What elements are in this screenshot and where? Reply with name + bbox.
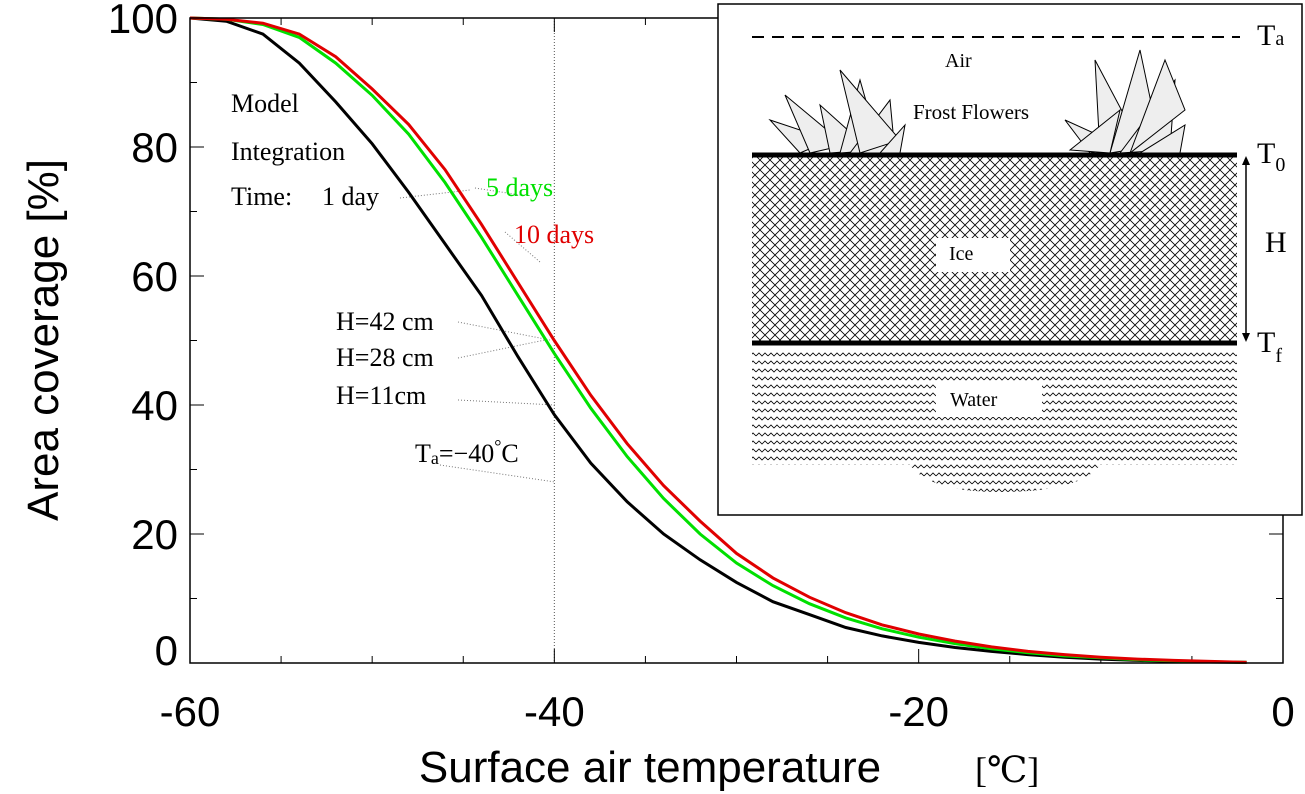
leader-line [439,464,556,483]
y-tick-label: 0 [155,627,178,674]
frost-flowers-label: Frost Flowers [913,100,1029,124]
subscript: a [1275,28,1284,50]
subscript: a [431,448,439,468]
inset-diagram: Air Frost Flowers Ice Water H Ta T0 Tf [717,3,1303,516]
water-layer [752,350,1237,492]
x-tick-label: -60 [160,688,221,735]
series-label: 5 days [486,173,553,202]
water-label: Water [950,389,998,411]
air-label: Air [945,50,972,72]
ice-label: Ice [949,243,974,265]
y-axis-label: Area coverage [%] [19,159,68,521]
label-box [936,238,1010,272]
subscript: f [1275,345,1282,367]
annotation: H=28 cm [336,343,434,372]
x-tick-label: -40 [524,688,585,735]
ta-annotation: Ta=−40°C [415,436,519,468]
symbol: T [1257,326,1275,359]
annotation: Model [231,89,299,118]
series-label: 10 days [514,220,594,249]
annotation: Time: [231,182,292,211]
unit: C [501,439,518,468]
thickness-label: H [1265,226,1287,259]
y-tick-label: 20 [131,511,178,558]
y-tick-label: 60 [131,253,178,300]
series-label: 1 day [322,182,379,211]
leader-line [457,399,556,406]
y-tick-label: 100 [108,0,178,42]
data-line [189,16,1247,664]
symbol: T [415,439,431,468]
subscript: 0 [1275,154,1285,176]
frost-flowers [768,49,1186,155]
y-tick-label: 40 [131,382,178,429]
label-box [936,383,1042,417]
t-freeze-label: Tf [1257,326,1282,367]
x-axis-unit: [℃] [975,750,1039,790]
annotation: H=42 cm [336,307,434,336]
value: =−40 [439,439,494,468]
arrow-head [1242,156,1250,165]
leader-line [457,339,546,359]
symbol: T [1257,137,1275,170]
arrow-head [1242,333,1250,342]
t-surface-label: T0 [1257,137,1285,176]
leader-line [457,321,551,341]
x-axis-label: Surface air temperature [419,743,881,792]
degree: ° [494,436,501,456]
t-air-label: Ta [1257,19,1284,52]
y-tick-label: 80 [131,124,178,171]
annotation: H=11cm [336,381,426,410]
annotation: Integration [231,137,345,166]
symbol: T [1257,19,1275,52]
x-tick-label: -20 [888,688,949,735]
x-tick-label: 0 [1271,688,1294,735]
plot-area: -60 -40 -20 0 0 20 40 60 80 100 1 day 5 days 10 days… [108,0,1295,735]
